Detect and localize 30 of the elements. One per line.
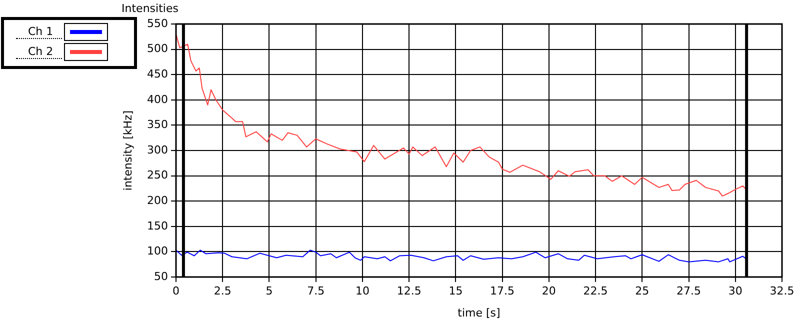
x-tick-label: 7.5: [307, 284, 325, 298]
y-tick-label: 400: [147, 92, 168, 106]
x-tick-label: 22.5: [583, 284, 608, 298]
y-tick-label: 550: [147, 16, 168, 30]
x-tick-label: 5: [266, 284, 273, 298]
y-tick-label: 250: [147, 168, 168, 182]
y-tick-label: 450: [147, 67, 168, 80]
x-tick-label: 10: [355, 284, 370, 298]
x-tick-label: 27.5: [676, 284, 702, 298]
x-tick-label: 2.5: [214, 284, 232, 298]
y-tick-label: 200: [147, 194, 168, 207]
y-tick-label: 300: [147, 143, 168, 156]
y-tick-label: 350: [147, 118, 168, 132]
x-tick-label: 0: [172, 284, 180, 298]
legend-label: Ch 2: [16, 45, 62, 59]
x-tick-label: 20: [542, 284, 556, 298]
x-axis-title: time [s]: [458, 306, 500, 320]
x-tick-label: 17.5: [490, 284, 515, 298]
x-tick-label: 15: [448, 284, 463, 298]
x-tick-label: 32.5: [770, 284, 794, 298]
x-tick-label: 25: [635, 284, 650, 298]
chart-title: Intensities: [120, 2, 180, 15]
y-tick-label: 100: [147, 244, 168, 258]
x-tick-label: 12.5: [396, 284, 422, 298]
y-tick-label: 150: [147, 219, 168, 232]
y-tick-label: 500: [147, 42, 168, 56]
y-axis-title: intensity [kHz]: [121, 110, 134, 191]
y-tick-label: 50: [154, 270, 168, 283]
legend-label: Ch 1: [16, 25, 62, 39]
x-tick-label: 30: [728, 284, 742, 298]
